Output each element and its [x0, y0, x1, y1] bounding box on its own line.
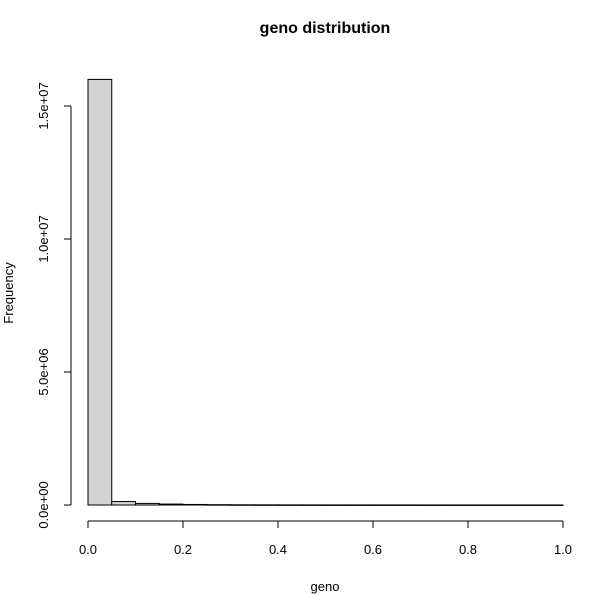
x-tick-label-3: 0.6 — [364, 542, 382, 557]
y-tick-label-3: 1.5e+07 — [36, 82, 51, 129]
x-tick-label-0: 0.0 — [79, 542, 97, 557]
y-tick-label-1: 5.0e+06 — [36, 348, 51, 395]
histogram-bar-9 — [301, 504, 326, 506]
histogram-bar-15 — [443, 504, 469, 506]
histogram-bar-6 — [230, 504, 255, 506]
histogram-bar-2 — [135, 502, 160, 506]
x-tick-label-1: 0.2 — [174, 542, 192, 557]
histogram-bar-3 — [158, 503, 184, 506]
histogram-bar-5 — [206, 504, 231, 506]
y-axis-label: Frequency — [1, 262, 16, 324]
histogram-bar-11 — [348, 504, 374, 506]
y-tick-label-2: 1.0e+07 — [36, 215, 51, 262]
y-axis: 0.0e+00 5.0e+06 1.0e+07 1.5e+07 — [36, 82, 72, 529]
histogram-bar-14 — [420, 504, 445, 506]
histogram-bar-0 — [87, 78, 113, 506]
histogram-bar-1 — [111, 501, 136, 506]
bars-group — [87, 78, 564, 506]
x-axis: 0.0 0.2 0.4 0.6 0.8 1.0 — [79, 520, 572, 557]
histogram-bar-12 — [372, 504, 398, 506]
histogram-bar-7 — [253, 504, 279, 506]
histogram-bar-10 — [325, 504, 350, 506]
histogram-bar-13 — [396, 504, 421, 506]
histogram-bar-16 — [467, 504, 493, 506]
chart-title: geno distribution — [260, 20, 391, 37]
histogram-bar-4 — [182, 503, 208, 506]
histogram-bar-19 — [538, 504, 564, 506]
histogram-bar-17 — [491, 504, 516, 506]
y-tick-label-0: 0.0e+00 — [36, 481, 51, 528]
histogram-bar-18 — [515, 504, 540, 506]
x-tick-label-2: 0.4 — [269, 542, 287, 557]
x-axis-label: geno — [311, 579, 340, 594]
x-tick-label-5: 1.0 — [554, 542, 572, 557]
histogram-bar-8 — [277, 504, 303, 506]
x-tick-label-4: 0.8 — [459, 542, 477, 557]
